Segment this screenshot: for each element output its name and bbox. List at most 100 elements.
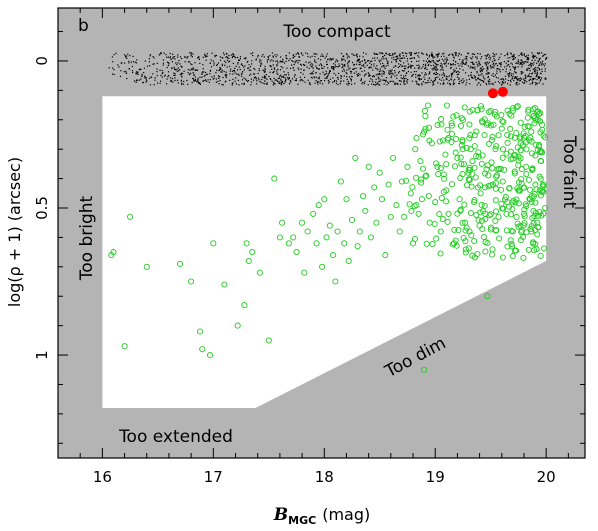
galaxy-point [520,233,527,241]
galaxy-point [528,150,536,157]
compact-point [276,65,278,67]
compact-point [394,75,396,77]
compact-point [348,76,351,78]
galaxy-point [188,278,195,285]
compact-point [248,67,250,69]
compact-point [314,60,316,62]
compact-point [320,80,322,82]
compact-point [382,65,384,67]
compact-point [485,58,487,60]
compact-point [229,65,231,67]
compact-point [238,74,240,76]
compact-point [486,55,488,57]
galaxy-point [482,248,489,255]
compact-point [453,71,455,73]
compact-point [353,68,356,70]
galaxy-point [326,222,333,229]
galaxy-point [511,170,518,177]
compact-point [189,74,191,76]
compact-point [221,71,223,73]
compact-point [462,62,465,65]
compact-point [383,66,385,68]
compact-point [187,61,189,63]
compact-point [149,84,151,86]
galaxy-point [371,184,378,191]
compact-point [421,72,423,74]
compact-point [347,64,349,66]
compact-point [305,52,307,54]
compact-point [193,79,195,81]
compact-point [281,61,284,63]
compact-point [481,80,483,82]
compact-point [241,72,243,74]
compact-point [139,79,141,81]
compact-point [378,61,380,63]
compact-point [341,60,343,62]
compact-point [403,80,405,82]
compact-point [509,84,511,86]
compact-point [302,54,304,56]
compact-point [392,53,394,55]
compact-point [333,72,335,74]
compact-point [474,66,476,68]
compact-point [203,71,205,73]
compact-point [449,67,452,69]
compact-point [239,58,241,60]
compact-point [245,78,247,80]
compact-point [359,61,361,63]
galaxy-point [422,173,429,180]
compact-point [438,59,440,61]
compact-point [177,82,179,84]
compact-point [529,83,531,85]
compact-point [237,63,239,65]
compact-point [379,63,382,65]
compact-point [465,55,467,57]
compact-point [201,76,203,78]
x-axis-label: BMGC (mag) [273,505,370,527]
galaxy-point [469,158,476,165]
galaxy-point [196,328,204,335]
compact-point [288,74,290,76]
galaxy-point [245,257,252,264]
compact-point [492,62,495,64]
compact-point [369,66,371,68]
compact-point [449,53,451,55]
galaxy-point [404,163,411,170]
compact-point [204,79,206,82]
compact-point [206,80,208,82]
compact-point [416,60,418,62]
compact-point [513,67,515,69]
compact-point [430,53,433,55]
compact-point [289,80,292,82]
compact-point [145,81,147,83]
compact-point [432,69,434,71]
compact-point [345,53,348,55]
compact-point [252,52,254,54]
galaxy-point [199,346,206,353]
compact-point [378,84,380,86]
compact-point [266,59,268,61]
compact-point [406,80,408,82]
compact-point [346,57,348,59]
compact-point [515,83,517,85]
galaxy-point [456,196,463,203]
compact-point [202,56,204,58]
compact-point [208,81,210,83]
compact-point [205,59,207,61]
compact-point [518,78,520,80]
compact-point [243,82,245,84]
compact-point [326,63,328,66]
compact-point [458,73,460,75]
compact-point [538,82,540,84]
compact-point [523,82,525,84]
galaxy-point [484,239,491,247]
compact-point [202,71,204,73]
galaxy-point [485,172,492,179]
galaxy-point [537,118,544,125]
compact-point [382,56,384,58]
compact-point [493,53,495,56]
galaxy-point [321,196,328,203]
compact-point [358,64,360,66]
compact-point [495,63,497,65]
compact-point [238,84,240,86]
